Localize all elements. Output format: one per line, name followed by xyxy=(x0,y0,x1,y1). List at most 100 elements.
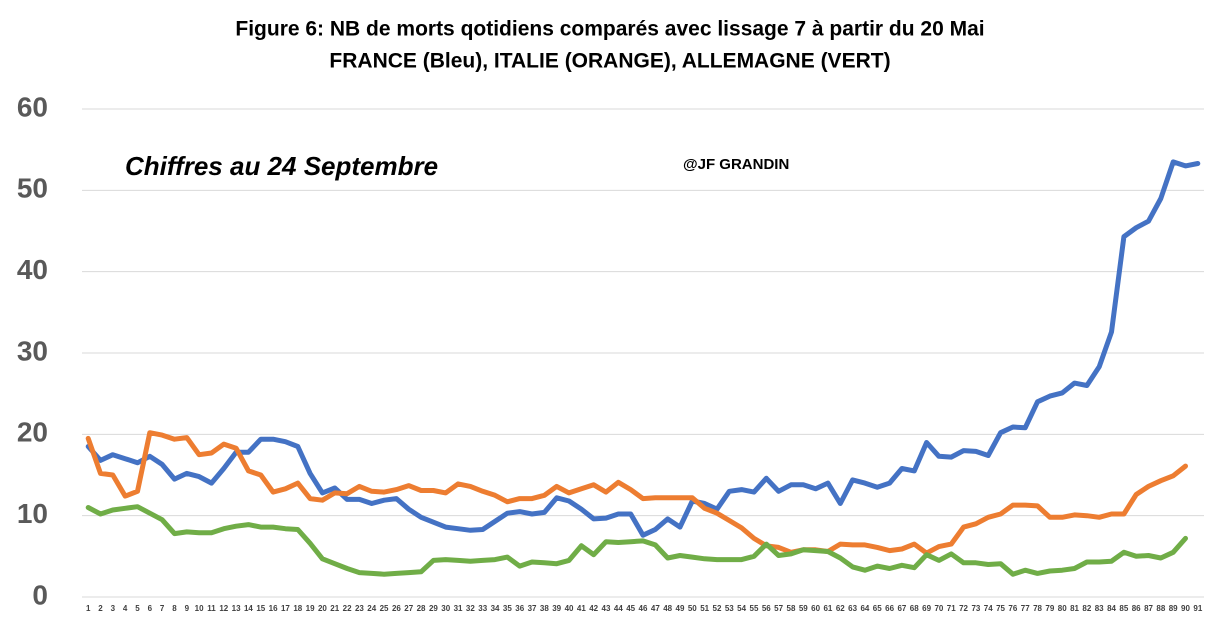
x-tick-label: 37 xyxy=(528,604,537,613)
x-tick-label: 2 xyxy=(98,604,103,613)
x-tick-label: 81 xyxy=(1070,604,1079,613)
x-tick-label: 6 xyxy=(148,604,153,613)
x-tick-label: 65 xyxy=(873,604,882,613)
x-tick-label: 41 xyxy=(577,604,586,613)
x-tick-label: 15 xyxy=(256,604,265,613)
x-tick-label: 36 xyxy=(515,604,524,613)
x-tick-label: 57 xyxy=(774,604,783,613)
x-tick-label: 85 xyxy=(1119,604,1128,613)
x-tick-label: 90 xyxy=(1181,604,1190,613)
x-tick-label: 50 xyxy=(688,604,697,613)
x-tick-label: 23 xyxy=(355,604,364,613)
x-tick-label: 29 xyxy=(429,604,438,613)
x-tick-label: 26 xyxy=(392,604,401,613)
x-tick-label: 32 xyxy=(466,604,475,613)
x-tick-label: 10 xyxy=(195,604,204,613)
series-line xyxy=(85,430,1188,556)
x-tick-label: 35 xyxy=(503,604,512,613)
x-tick-label: 58 xyxy=(787,604,796,613)
series-line xyxy=(85,504,1188,577)
x-tick-label: 74 xyxy=(984,604,993,613)
x-tick-label: 75 xyxy=(996,604,1005,613)
series-line xyxy=(85,159,1201,538)
x-tick-label: 61 xyxy=(823,604,832,613)
x-tick-label: 84 xyxy=(1107,604,1116,613)
x-tick-label: 44 xyxy=(614,604,623,613)
x-tick-label: 18 xyxy=(293,604,302,613)
x-tick-label: 46 xyxy=(639,604,648,613)
x-tick-label: 4 xyxy=(123,604,128,613)
chart-subtitle: FRANCE (Bleu), ITALIE (ORANGE), ALLEMAGN… xyxy=(329,50,890,73)
x-tick-label: 70 xyxy=(934,604,943,613)
x-tick-label: 59 xyxy=(799,604,808,613)
y-tick-label: 60 xyxy=(17,91,48,122)
x-tick-label: 47 xyxy=(651,604,660,613)
x-tick-label: 11 xyxy=(207,604,216,613)
x-tick-label: 88 xyxy=(1156,604,1165,613)
x-tick-label: 56 xyxy=(762,604,771,613)
x-tick-label: 86 xyxy=(1132,604,1141,613)
x-tick-label: 69 xyxy=(922,604,931,613)
x-tick-label: 3 xyxy=(111,604,116,613)
x-tick-label: 16 xyxy=(269,604,278,613)
y-tick-label: 20 xyxy=(17,417,48,448)
x-tick-label: 39 xyxy=(552,604,561,613)
x-tick-label: 24 xyxy=(367,604,376,613)
x-tick-label: 62 xyxy=(836,604,845,613)
x-tick-label: 38 xyxy=(540,604,549,613)
x-tick-label: 49 xyxy=(676,604,685,613)
x-tick-label: 8 xyxy=(172,604,177,613)
x-tick-label: 87 xyxy=(1144,604,1153,613)
x-tick-label: 30 xyxy=(441,604,450,613)
x-tick-label: 76 xyxy=(1008,604,1017,613)
x-tick-label: 72 xyxy=(959,604,968,613)
x-tick-label: 5 xyxy=(135,604,140,613)
x-tick-label: 68 xyxy=(910,604,919,613)
x-tick-label: 53 xyxy=(725,604,734,613)
x-tick-label: 60 xyxy=(811,604,820,613)
x-tick-label: 42 xyxy=(589,604,598,613)
x-tick-label: 55 xyxy=(750,604,759,613)
y-tick-label: 40 xyxy=(17,254,48,285)
x-tick-label: 21 xyxy=(330,604,339,613)
x-tick-label: 27 xyxy=(404,604,413,613)
x-tick-label: 45 xyxy=(626,604,635,613)
y-tick-label: 10 xyxy=(17,498,48,529)
annotation: @JF GRANDIN xyxy=(683,156,789,173)
x-tick-label: 78 xyxy=(1033,604,1042,613)
x-tick-label: 28 xyxy=(417,604,426,613)
x-tick-label: 33 xyxy=(478,604,487,613)
x-tick-label: 43 xyxy=(602,604,611,613)
x-tick-label: 63 xyxy=(848,604,857,613)
x-tick-label: 91 xyxy=(1193,604,1202,613)
x-tick-label: 79 xyxy=(1045,604,1054,613)
annotation: Chiffres au 24 Septembre xyxy=(125,151,438,181)
x-tick-label: 1 xyxy=(86,604,91,613)
x-tick-label: 14 xyxy=(244,604,253,613)
x-tick-label: 52 xyxy=(713,604,722,613)
x-tick-label: 17 xyxy=(281,604,290,613)
x-tick-label: 67 xyxy=(897,604,906,613)
x-tick-label: 25 xyxy=(380,604,389,613)
x-tick-label: 12 xyxy=(219,604,228,613)
x-tick-label: 13 xyxy=(232,604,241,613)
x-tick-label: 80 xyxy=(1058,604,1067,613)
x-tick-label: 51 xyxy=(700,604,709,613)
x-tick-label: 66 xyxy=(885,604,894,613)
x-tick-label: 83 xyxy=(1095,604,1104,613)
x-tick-label: 31 xyxy=(454,604,463,613)
chart-title: Figure 6: NB de morts qotidiens comparés… xyxy=(235,18,984,41)
x-tick-label: 77 xyxy=(1021,604,1030,613)
x-tick-label: 7 xyxy=(160,604,165,613)
x-tick-label: 54 xyxy=(737,604,746,613)
x-tick-label: 64 xyxy=(860,604,869,613)
x-tick-label: 71 xyxy=(947,604,956,613)
x-tick-label: 22 xyxy=(343,604,352,613)
x-tick-label: 82 xyxy=(1082,604,1091,613)
y-tick-label: 0 xyxy=(32,579,48,610)
y-tick-label: 30 xyxy=(17,335,48,366)
x-tick-label: 9 xyxy=(185,604,190,613)
x-tick-label: 34 xyxy=(491,604,500,613)
x-tick-label: 89 xyxy=(1169,604,1178,613)
